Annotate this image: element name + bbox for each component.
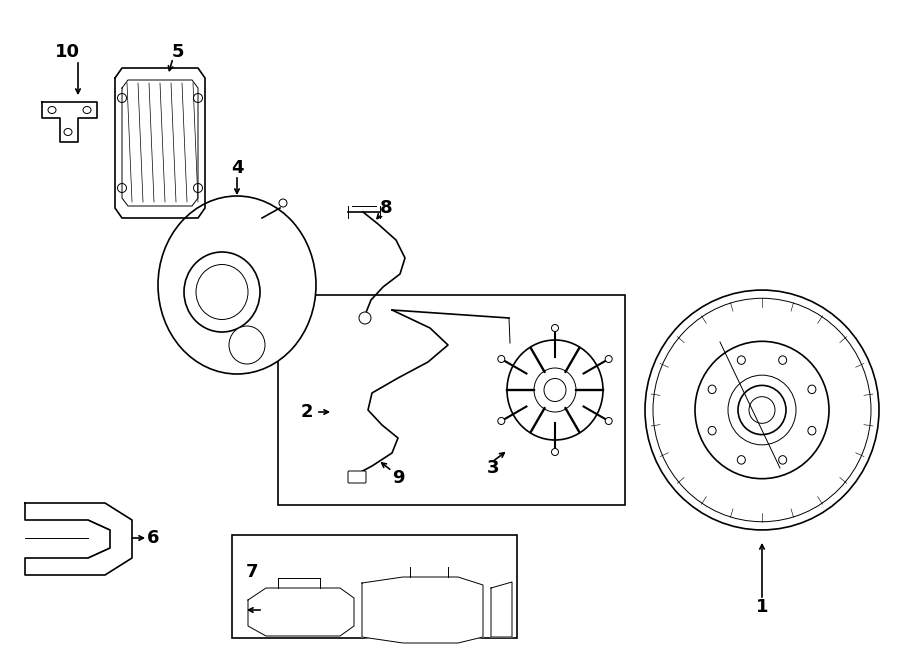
Ellipse shape [544, 379, 566, 401]
Bar [278, 295, 625, 505]
Ellipse shape [534, 368, 576, 412]
Polygon shape [491, 582, 512, 637]
Text: 2: 2 [301, 403, 313, 421]
Ellipse shape [279, 199, 287, 207]
Polygon shape [362, 577, 483, 643]
Text: 3: 3 [487, 459, 500, 477]
FancyBboxPatch shape [348, 471, 366, 483]
Ellipse shape [158, 196, 316, 374]
Circle shape [359, 312, 371, 324]
Ellipse shape [184, 252, 260, 332]
Polygon shape [42, 102, 97, 142]
Polygon shape [115, 68, 205, 218]
Text: 8: 8 [380, 199, 392, 217]
Text: 7: 7 [246, 563, 258, 581]
Text: 10: 10 [55, 43, 79, 61]
Bar [232, 535, 517, 638]
Ellipse shape [196, 264, 248, 319]
Ellipse shape [605, 356, 612, 362]
Text: 6: 6 [147, 529, 159, 547]
Text: 5: 5 [172, 43, 184, 61]
Ellipse shape [229, 326, 265, 364]
Polygon shape [248, 588, 354, 636]
Text: 1: 1 [756, 598, 769, 616]
Ellipse shape [552, 325, 559, 332]
Text: 4: 4 [230, 159, 243, 177]
Text: 9: 9 [392, 469, 404, 487]
Ellipse shape [552, 449, 559, 455]
Polygon shape [25, 503, 132, 575]
Ellipse shape [507, 340, 603, 440]
Ellipse shape [498, 356, 505, 362]
Ellipse shape [605, 418, 612, 424]
Ellipse shape [498, 418, 505, 424]
